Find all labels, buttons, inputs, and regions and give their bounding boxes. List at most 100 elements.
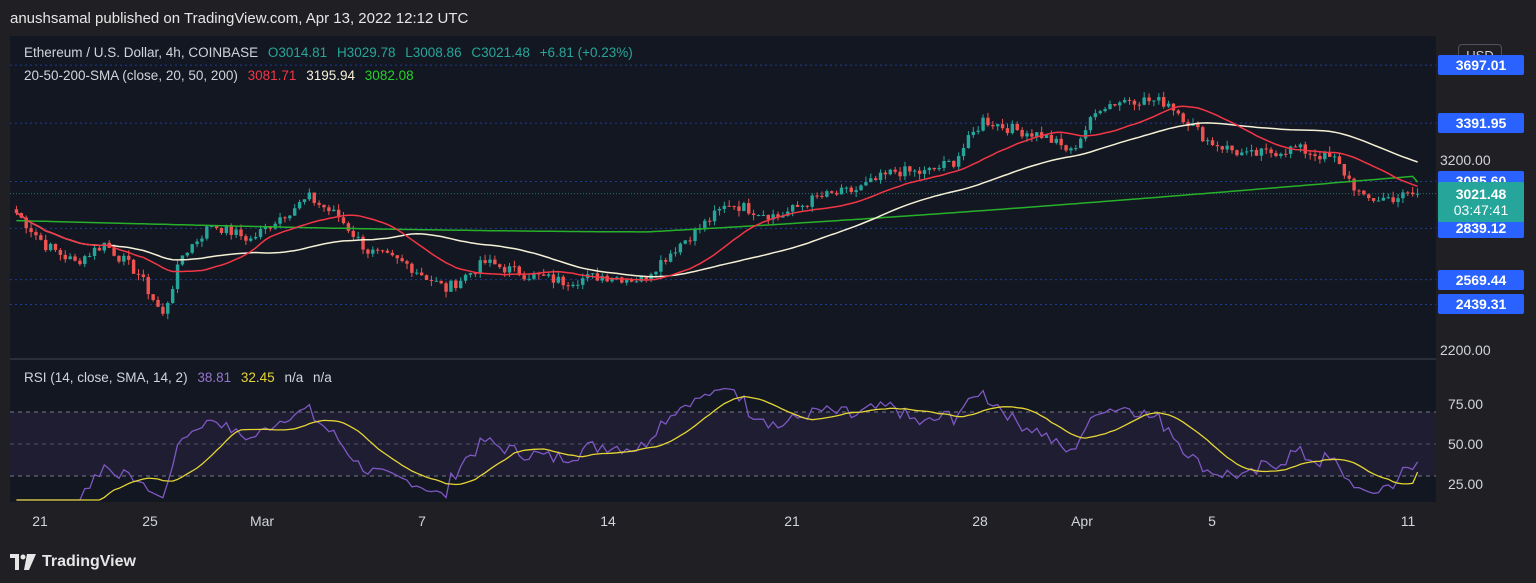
candle-body bbox=[1386, 197, 1390, 199]
close-value: C3021.48 bbox=[471, 45, 530, 60]
candle-body bbox=[1083, 130, 1088, 139]
symbol-legend[interactable]: Ethereum / U.S. Dollar, 4h, COINBASE O30… bbox=[24, 45, 639, 60]
candle-body bbox=[1225, 145, 1229, 150]
candle-body bbox=[488, 259, 492, 263]
candle-body bbox=[1049, 135, 1054, 143]
candle-body bbox=[1220, 146, 1224, 150]
candle-body bbox=[1269, 149, 1273, 154]
candle-body bbox=[58, 250, 63, 255]
candle-body bbox=[952, 160, 956, 167]
candle-body bbox=[507, 266, 512, 273]
candle-body bbox=[210, 226, 214, 228]
candle-body bbox=[1342, 163, 1347, 176]
candle-body bbox=[727, 205, 731, 207]
candle-body bbox=[1171, 103, 1176, 111]
candle-body bbox=[571, 284, 575, 287]
candle-body bbox=[1303, 144, 1307, 154]
time-tick-label: 5 bbox=[1208, 513, 1216, 529]
candle-body bbox=[463, 274, 468, 281]
candle-body bbox=[429, 279, 434, 282]
candle-body bbox=[683, 240, 687, 244]
candle-body bbox=[898, 171, 902, 177]
candle-body bbox=[127, 255, 131, 260]
candle-body bbox=[1157, 97, 1161, 101]
candle-body bbox=[283, 217, 287, 219]
candle-body bbox=[361, 236, 365, 250]
candle-body bbox=[1308, 153, 1312, 155]
time-tick-label: 21 bbox=[32, 513, 48, 529]
rsi-sma-line bbox=[16, 395, 1419, 501]
price-level-badge: 3391.95 bbox=[1438, 113, 1524, 134]
candle-body bbox=[766, 215, 770, 220]
last-price-value: 3021.48 bbox=[1455, 185, 1507, 202]
candle-body bbox=[844, 187, 849, 189]
candle-body bbox=[668, 253, 673, 262]
time-axis[interactable]: 21 25 Mar 7 14 21 28 Apr 5 11 bbox=[32, 513, 1415, 529]
candle-body bbox=[610, 279, 614, 282]
time-tick-label: 21 bbox=[784, 513, 800, 529]
time-tick-label: 28 bbox=[972, 513, 988, 529]
candle-body bbox=[73, 256, 77, 261]
candle-body bbox=[981, 117, 985, 131]
candle-body bbox=[634, 281, 639, 283]
candle-body bbox=[878, 172, 883, 181]
sma-legend[interactable]: 20-50-200-SMA (close, 20, 50, 200) 3081.… bbox=[24, 68, 420, 83]
candle-body bbox=[532, 273, 536, 279]
sma20-line bbox=[16, 105, 1418, 281]
rsi-line bbox=[16, 387, 1419, 501]
candle-body bbox=[512, 266, 517, 268]
candle-body bbox=[1201, 127, 1205, 142]
candle-body bbox=[1205, 140, 1210, 142]
rsi-tick-label: 75.00 bbox=[1448, 396, 1484, 412]
candle-body bbox=[800, 205, 805, 207]
candle-body bbox=[678, 243, 683, 253]
sma20-value: 3081.71 bbox=[247, 68, 297, 83]
candle-body bbox=[44, 239, 48, 251]
candle-body bbox=[214, 226, 219, 229]
candle-body bbox=[1249, 149, 1254, 152]
candle-body bbox=[1235, 150, 1239, 156]
candle-body bbox=[1347, 175, 1351, 179]
candle-body bbox=[122, 255, 126, 262]
tradingview-logo[interactable]: TradingView bbox=[10, 551, 136, 573]
rsi-legend[interactable]: RSI (14, close, SMA, 14, 2) 38.81 32.45 … bbox=[24, 370, 338, 385]
candle-body bbox=[620, 277, 624, 283]
candle-body bbox=[1064, 145, 1068, 151]
candle-body bbox=[307, 192, 312, 200]
candle-body bbox=[1010, 123, 1015, 134]
candle-body bbox=[688, 240, 692, 242]
candle-body bbox=[654, 271, 658, 275]
candle-body bbox=[332, 209, 336, 212]
candle-body bbox=[1406, 192, 1410, 194]
candle-body bbox=[1186, 122, 1190, 126]
top-bar: anushsamal published on TradingView.com,… bbox=[0, 0, 1536, 36]
candle-body bbox=[434, 280, 438, 282]
candle-body bbox=[1147, 97, 1151, 102]
price-tick-label: 2200.00 bbox=[1440, 342, 1491, 358]
sma50-value: 3195.94 bbox=[306, 68, 356, 83]
candle-body bbox=[1401, 192, 1405, 199]
candle-body bbox=[224, 225, 229, 233]
candle-body bbox=[1352, 178, 1356, 191]
candle-body bbox=[317, 202, 321, 205]
candle-body bbox=[1000, 124, 1005, 129]
candle-body bbox=[161, 306, 165, 314]
candle-body bbox=[1215, 145, 1220, 147]
candle-body bbox=[444, 283, 448, 292]
candle-body bbox=[156, 299, 160, 307]
candle-body bbox=[1093, 113, 1098, 118]
candle-body bbox=[1098, 111, 1102, 114]
candle-body bbox=[566, 285, 570, 287]
candle-body bbox=[644, 276, 648, 280]
candle-body bbox=[908, 166, 912, 172]
candle-body bbox=[737, 206, 741, 211]
candle-body bbox=[498, 264, 502, 268]
candle-body bbox=[756, 215, 761, 217]
candle-body bbox=[561, 276, 565, 286]
candle-body bbox=[859, 185, 863, 191]
candle-body bbox=[790, 205, 795, 212]
candle-body bbox=[131, 259, 136, 274]
candle-body bbox=[502, 267, 507, 273]
candle-body bbox=[903, 166, 907, 177]
